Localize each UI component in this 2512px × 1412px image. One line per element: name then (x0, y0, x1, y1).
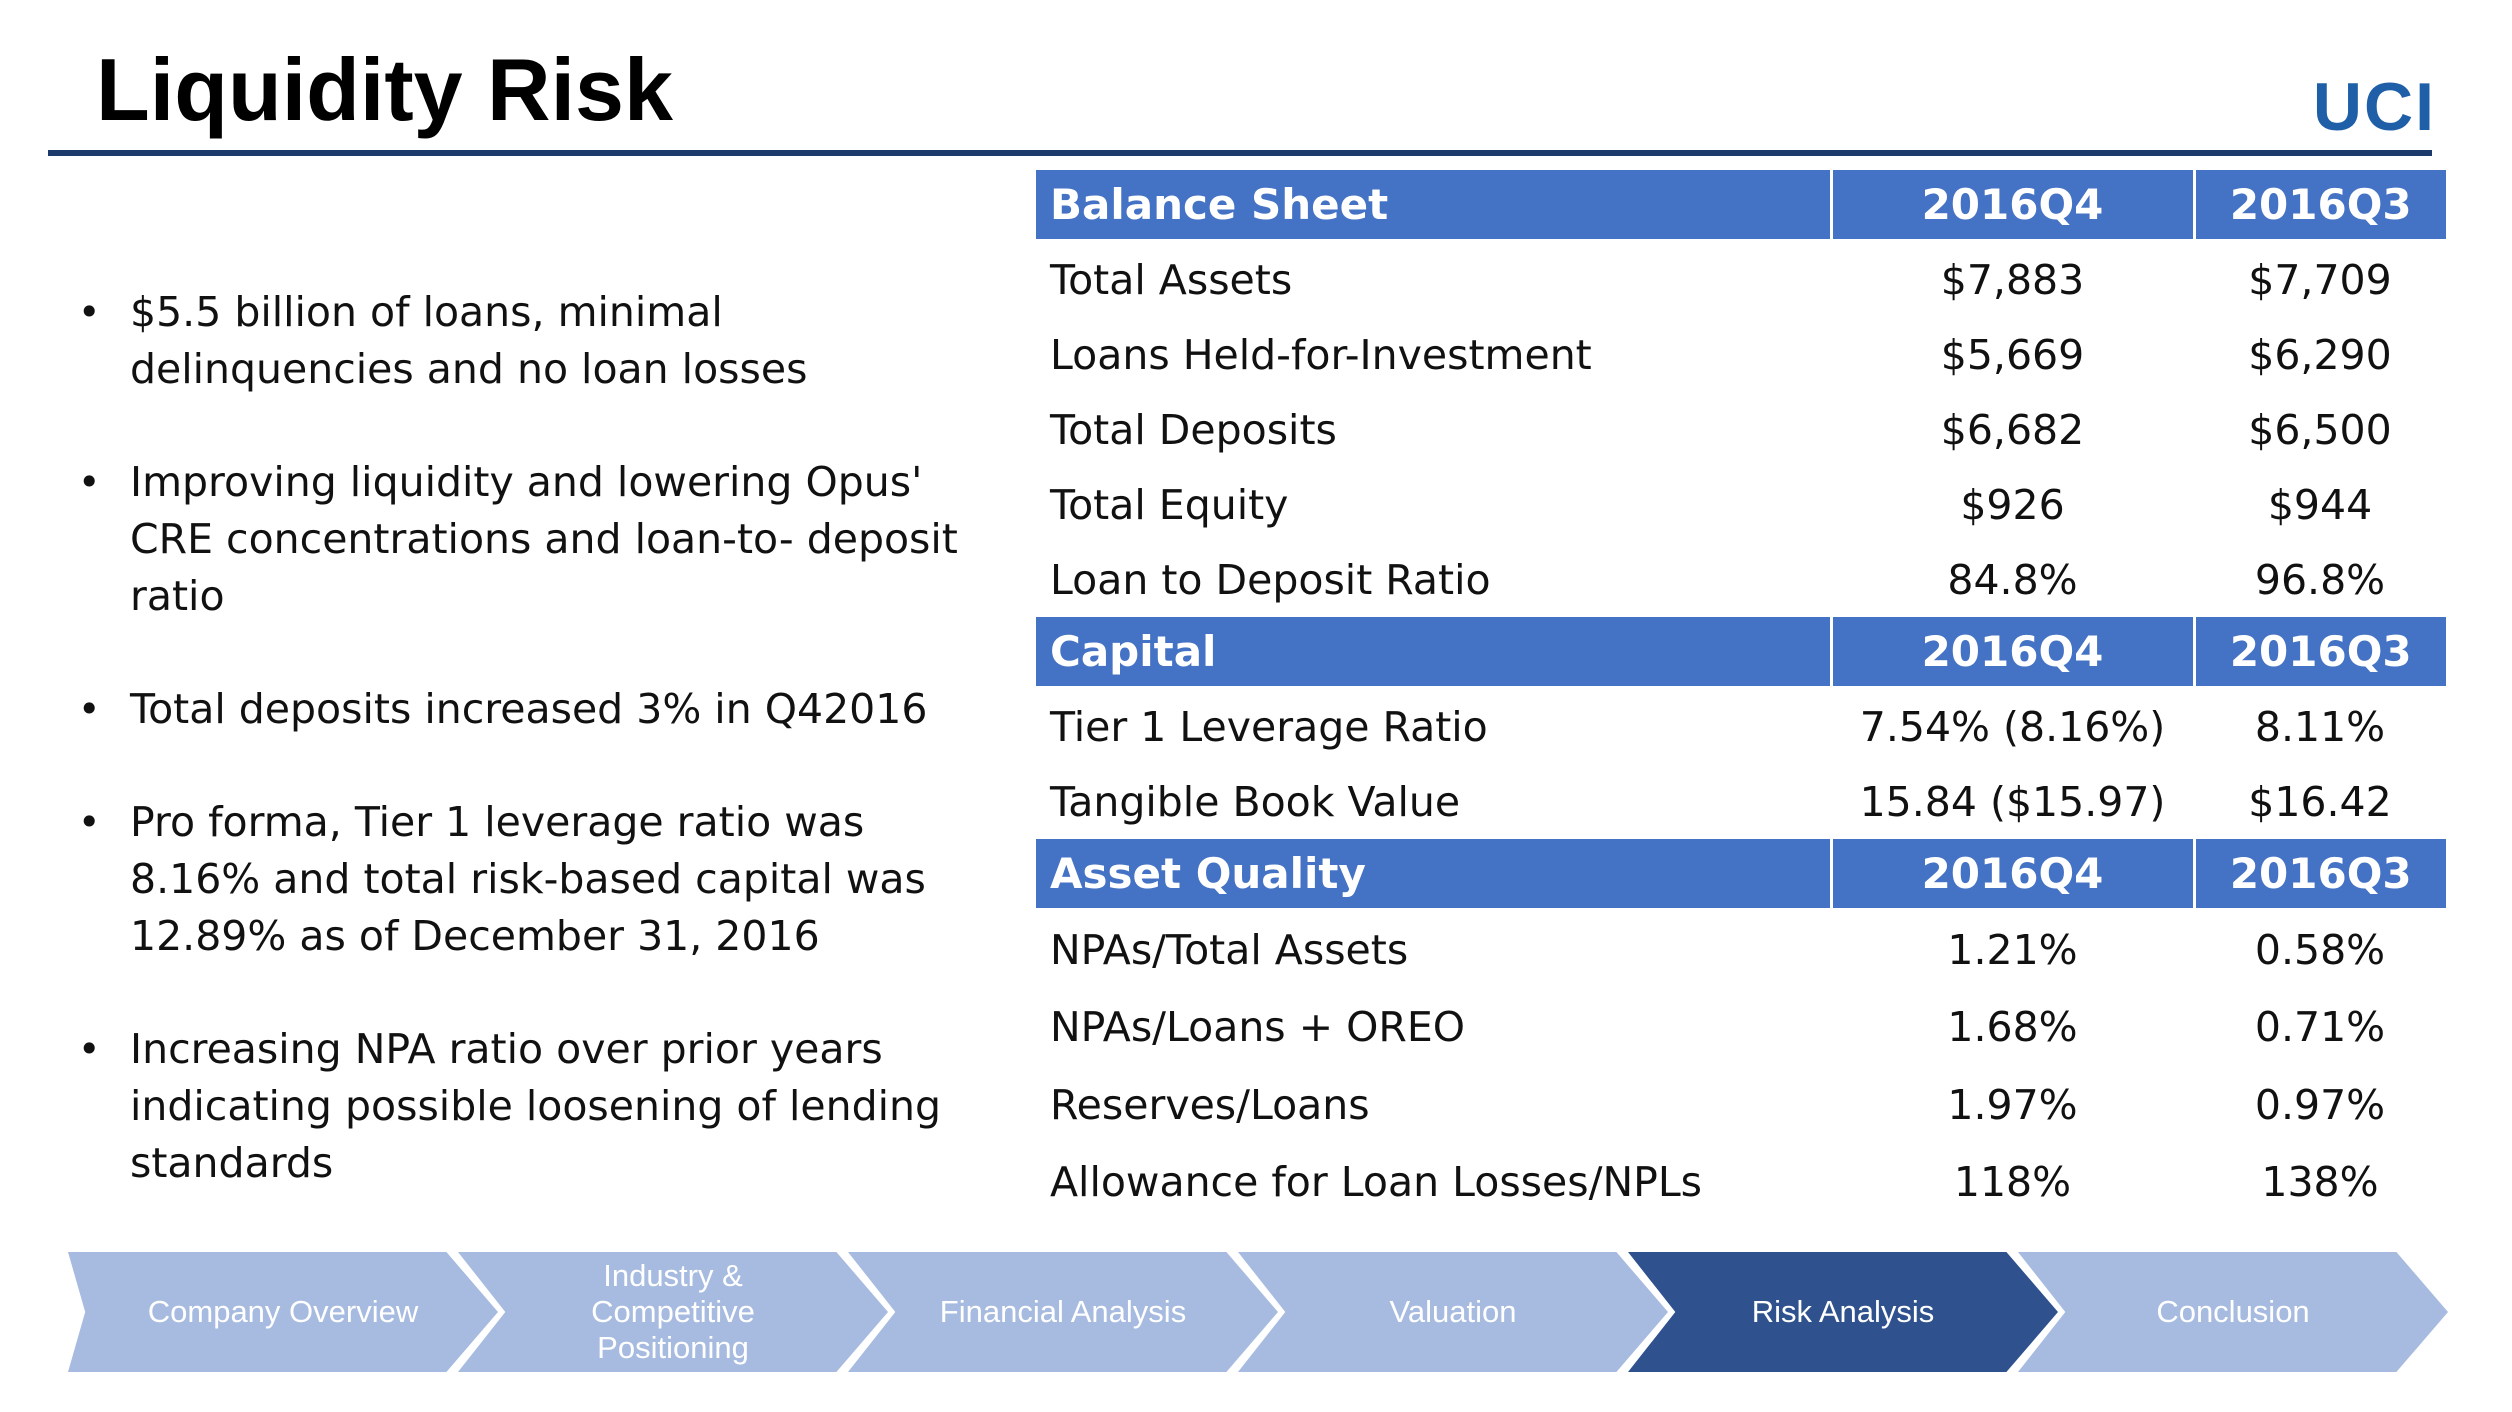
table-row: Total Equity $926 $944 (1036, 467, 2446, 542)
cell-q3: 8.11% (2254, 702, 2386, 751)
column-header-q3: 2016Q3 (2194, 839, 2446, 911)
balance-sheet-header: Balance Sheet (1036, 170, 1833, 242)
table-row: Loans Held-for-Investment $5,669 $6,290 (1036, 317, 2446, 392)
bullet-text: Pro forma, Tier 1 leverage ratio was 8.1… (130, 798, 926, 960)
table-row: Total Assets $7,883 $7,709 (1036, 241, 2446, 318)
capital-table: Capital 2016Q4 2016Q3 Tier 1 Leverage Ra… (1036, 617, 2446, 839)
row-label: Total Deposits (1050, 405, 1337, 454)
asset-quality-header: Asset Quality (1036, 839, 1833, 911)
nav-company-overview[interactable]: Company Overview (68, 1252, 498, 1372)
table-row: Tier 1 Leverage Ratio 7.54% (8.16%) 8.11… (1036, 688, 2446, 765)
page-title: Liquidity Risk (96, 40, 673, 139)
bullet-text: Total deposits increased 3% in Q42016 (130, 685, 928, 733)
row-label: NPAs/Total Assets (1050, 925, 1409, 974)
cell-q4: 7.54% (8.16%) (1859, 702, 2166, 751)
cell-q4: 1.68% (1947, 1003, 2078, 1052)
cell-q4: 1.97% (1947, 1080, 2078, 1129)
nav-industry-competitive-positioning[interactable]: Industry & Competitive Positioning (458, 1252, 888, 1372)
bullet-list: • $5.5 billion of loans, minimal delinque… (74, 284, 974, 1248)
bullet-item: • Pro forma, Tier 1 leverage ratio was 8.… (74, 794, 974, 965)
bullet-dot-icon: • (78, 800, 101, 844)
nav-label: Risk Analysis (1751, 1294, 1935, 1329)
cell-q3: 0.58% (2254, 925, 2386, 974)
cell-q4: 15.84 ($15.97) (1859, 777, 2166, 826)
cell-q4: 1.21% (1947, 925, 2078, 974)
table-row: Tangible Book Value 15.84 ($15.97) $16.4… (1036, 764, 2446, 839)
table-row: NPAs/Total Assets 1.21% 0.58% (1036, 910, 2446, 989)
table-row: NPAs/Loans + OREO 1.68% 0.71% (1036, 989, 2446, 1067)
row-label: Loans Held-for-Investment (1050, 330, 1592, 379)
row-label: Tangible Book Value (1050, 777, 1461, 826)
nav-label: Company Overview (147, 1294, 419, 1329)
column-header-q3: 2016Q3 (2194, 617, 2446, 689)
row-label: NPAs/Loans + OREO (1050, 1003, 1466, 1052)
column-header-q3: 2016Q3 (2194, 170, 2446, 242)
table-row: Loan to Deposit Ratio 84.8% 96.8% (1036, 542, 2446, 617)
cell-q4: $7,883 (1940, 255, 2085, 304)
cell-q3: $6,500 (2248, 405, 2392, 454)
cell-q3: $16.42 (2248, 777, 2392, 826)
financial-tables: Balance Sheet 2016Q4 2016Q3 Total Assets… (1036, 170, 2446, 1221)
cell-q3: 0.71% (2254, 1003, 2386, 1052)
cell-q4: 84.8% (1947, 555, 2078, 604)
bullet-item: • Total deposits increased 3% in Q42016 (74, 681, 974, 738)
balance-sheet-table: Balance Sheet 2016Q4 2016Q3 Total Assets… (1036, 170, 2446, 617)
row-label: Tier 1 Leverage Ratio (1050, 702, 1488, 751)
row-label: Loan to Deposit Ratio (1050, 555, 1491, 604)
cell-q3: 138% (2261, 1158, 2379, 1207)
bullet-item: • Improving liquidity and lowering Opus' … (74, 454, 974, 625)
nav-label: Industry & Competitive Positioning (591, 1258, 755, 1365)
bullet-dot-icon: • (78, 687, 101, 731)
cell-q4: $6,682 (1940, 405, 2085, 454)
nav-valuation[interactable]: Valuation (1238, 1252, 1668, 1372)
bullet-dot-icon: • (78, 460, 101, 504)
cell-q3: $944 (2267, 480, 2373, 529)
title-divider (48, 150, 2432, 156)
column-header-q4: 2016Q4 (1831, 617, 2196, 689)
nav-financial-analysis[interactable]: Financial Analysis (848, 1252, 1278, 1372)
table-header-row: Asset Quality 2016Q4 2016Q3 (1036, 839, 2446, 911)
bullet-item: • Increasing NPA ratio over prior years i… (74, 1021, 974, 1192)
nav-conclusion[interactable]: Conclusion (2018, 1252, 2448, 1372)
bullet-dot-icon: • (78, 290, 101, 334)
row-label: Total Assets (1050, 255, 1293, 304)
cell-q3: $7,709 (2248, 255, 2392, 304)
cell-q4: $5,669 (1940, 330, 2085, 379)
bullet-item: • $5.5 billion of loans, minimal delinque… (74, 284, 974, 398)
nav-label: Valuation (1389, 1294, 1517, 1329)
section-navigation: Company Overview Industry & Competitive … (68, 1252, 2448, 1372)
row-label: Allowance for Loan Losses/NPLs (1050, 1158, 1703, 1207)
row-label: Reserves/Loans (1050, 1080, 1370, 1129)
capital-header: Capital (1036, 617, 1833, 689)
cell-q3: 96.8% (2254, 555, 2386, 604)
cell-q4: $926 (1960, 480, 2065, 529)
cell-q3: 0.97% (2254, 1080, 2386, 1129)
nav-label: Financial Analysis (939, 1294, 1187, 1329)
table-header-row: Capital 2016Q4 2016Q3 (1036, 617, 2446, 689)
cell-q4: 118% (1953, 1158, 2072, 1207)
table-row: Reserves/Loans 1.97% 0.97% (1036, 1066, 2446, 1144)
bullet-text: $5.5 billion of loans, minimal delinquen… (130, 288, 808, 393)
bullet-dot-icon: • (78, 1027, 101, 1071)
table-header-row: Balance Sheet 2016Q4 2016Q3 (1036, 170, 2446, 242)
bullet-text: Improving liquidity and lowering Opus' C… (130, 458, 958, 620)
uci-logo: UCI (2312, 69, 2436, 145)
nav-risk-analysis[interactable]: Risk Analysis (1628, 1252, 2058, 1372)
bullet-text: Increasing NPA ratio over prior years in… (130, 1025, 942, 1187)
table-row: Allowance for Loan Losses/NPLs 118% 138% (1036, 1144, 2446, 1222)
nav-label: Conclusion (2156, 1294, 2310, 1329)
table-row: Total Deposits $6,682 $6,500 (1036, 392, 2446, 467)
row-label: Total Equity (1050, 480, 1289, 529)
cell-q3: $6,290 (2248, 330, 2392, 379)
column-header-q4: 2016Q4 (1831, 839, 2196, 911)
asset-quality-table: Asset Quality 2016Q4 2016Q3 NPAs/Total A… (1036, 839, 2446, 1221)
column-header-q4: 2016Q4 (1831, 170, 2196, 242)
